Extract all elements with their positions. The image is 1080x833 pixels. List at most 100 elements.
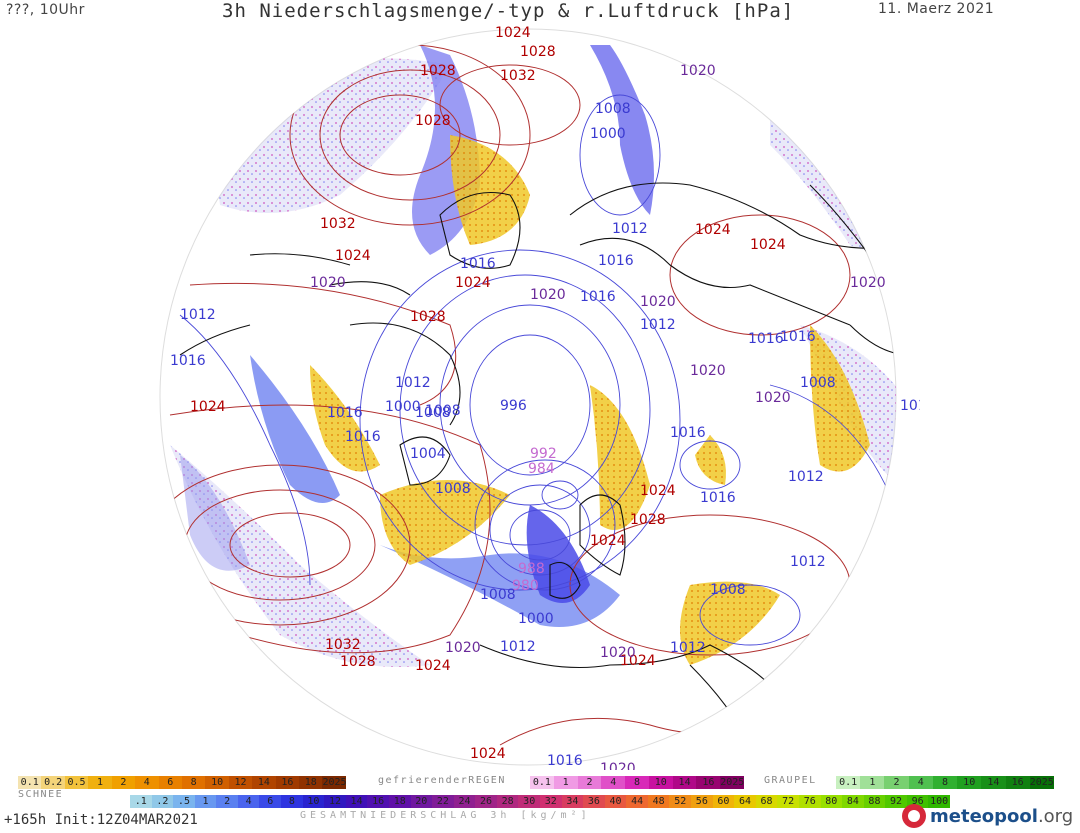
legend-step: 6	[158, 776, 182, 789]
legend-step: 8	[625, 776, 649, 789]
legend-step: 16	[696, 776, 721, 789]
pressure-label: 1008	[595, 101, 631, 117]
pressure-label: 1024	[620, 653, 656, 669]
legend-step: 56	[691, 795, 713, 808]
legend-step: 8	[932, 776, 958, 789]
legend-step: 8	[181, 776, 206, 789]
pressure-label: 1008	[800, 375, 836, 391]
legend-step: 22	[432, 795, 454, 808]
pressure-label: 1020	[680, 63, 716, 79]
legend-step: 28	[496, 795, 519, 808]
pressure-label: 1012	[612, 221, 648, 237]
pressure-label: 1028	[420, 63, 456, 79]
snow-label: SCHNEE	[18, 789, 64, 800]
legend-step: 26	[475, 795, 497, 808]
legend-step: 1	[88, 776, 112, 789]
pressure-label: 1016	[170, 353, 206, 369]
pressure-label: 1008	[425, 403, 461, 419]
pressure-label: 1032	[500, 68, 536, 84]
legend-step: 12	[324, 795, 346, 808]
legend-step: 60	[712, 795, 735, 808]
legend-step: 44	[626, 795, 648, 808]
freezing-rain-label: gefrierenderREGEN	[378, 775, 506, 786]
pressure-label: 988	[518, 561, 545, 577]
legend-step: 0.2	[41, 776, 65, 789]
map-header: ???, 10Uhr 3h Niederschlagsmenge/-typ & …	[0, 0, 1080, 36]
legend-step: 2025+	[720, 776, 745, 789]
pressure-label: 1024	[640, 483, 676, 499]
legend-step: 2	[111, 776, 136, 789]
pressure-label: 1020	[690, 363, 726, 379]
legend-step: 0.1	[530, 776, 554, 789]
legend-step: 100	[928, 795, 950, 808]
map-title: 3h Niederschlagsmenge/-typ & r.Luftdruck…	[222, 0, 795, 22]
pressure-label: 1008	[415, 405, 451, 421]
legend-step: 8	[281, 795, 303, 808]
pressure-label: 1020	[600, 645, 636, 661]
pressure-label: 1024	[335, 248, 371, 264]
legend-step: 4	[135, 776, 159, 789]
pressure-label: 1020	[530, 287, 566, 303]
legend-step: 14	[252, 776, 276, 789]
pressure-label: 1016	[900, 398, 920, 414]
legend-step: 2025+	[322, 776, 346, 789]
legend-step: .5	[173, 795, 195, 808]
pressure-label: 1020	[755, 390, 791, 406]
legend-step: 6	[259, 795, 282, 808]
legend-step: 2	[216, 795, 238, 808]
pressure-label: 1016	[460, 256, 496, 272]
legend-step: 0.5	[64, 776, 89, 789]
pressure-label: 1032	[325, 637, 361, 653]
legend-step: 36	[583, 795, 605, 808]
pressure-label: 1012	[790, 554, 826, 570]
legend-step: 1	[194, 795, 217, 808]
legend-step: 2	[577, 776, 602, 789]
legend-step: 2025+	[1029, 776, 1054, 789]
legend-step: 14	[672, 776, 697, 789]
legend-step: 16	[1005, 776, 1030, 789]
legend-step: 0.1	[836, 776, 861, 789]
legend-step: 72	[777, 795, 799, 808]
total-precip-caption: GESAMTNIEDERSCHLAG 3h [kg/m²]	[300, 810, 591, 821]
isobars-low	[179, 94, 891, 646]
pressure-label: 1016	[748, 331, 784, 347]
legend-step: 24	[453, 795, 476, 808]
snow-total-colorbar: .1.2.5 1 2 4 6 8 10 12 14 16 18 20 22 24 26 28 30 32 34 36 4…	[130, 795, 950, 808]
pressure-label: 1024	[415, 658, 451, 674]
legend-step: 32	[539, 795, 562, 808]
brand-tld: .org	[1037, 805, 1074, 827]
legend-step: 1	[860, 776, 885, 789]
legend-step: 88	[863, 795, 886, 808]
legend-step: 80	[820, 795, 843, 808]
pressure-label: 1028	[410, 309, 446, 325]
legend-step: 76	[798, 795, 821, 808]
pressure-label: 1004	[410, 446, 446, 462]
legend-step: 92	[885, 795, 907, 808]
meteopool-logo[interactable]: meteopool.org	[902, 802, 1073, 830]
pressure-label: 1016	[580, 289, 616, 305]
pressure-label: 1012	[788, 469, 824, 485]
legend-step: 10	[957, 776, 982, 789]
legend-step: 4	[237, 795, 260, 808]
pressure-label: 1012	[640, 317, 676, 333]
pressure-label: 1016	[780, 329, 816, 345]
pressure-label: 1016	[598, 253, 634, 269]
pressure-label: 996	[500, 398, 527, 414]
legend-step: 52	[669, 795, 692, 808]
legend-step: 10	[302, 795, 325, 808]
legend-step: 0.1	[18, 776, 42, 789]
pressure-label: 1024	[190, 399, 226, 415]
legend-step: .1	[130, 795, 152, 808]
weekday-hour-label: ???, 10Uhr	[6, 2, 85, 18]
pressure-label: 1024	[470, 746, 506, 762]
legend-step: 10	[205, 776, 229, 789]
pressure-label: 1024	[695, 222, 731, 238]
pressure-label: 1012	[395, 375, 431, 391]
pressure-label: 1012	[500, 639, 536, 655]
legend-step: 18	[388, 795, 411, 808]
legend-step: 18	[299, 776, 323, 789]
